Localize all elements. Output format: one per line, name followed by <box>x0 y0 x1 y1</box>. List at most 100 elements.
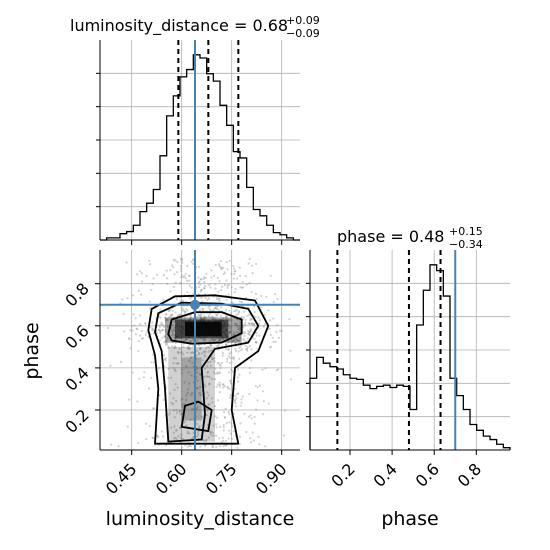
sample-point <box>246 314 249 317</box>
sample-point <box>258 443 261 446</box>
sample-point <box>180 259 183 262</box>
sample-point <box>236 368 240 371</box>
sample-point <box>176 386 179 389</box>
sample-point <box>204 317 207 320</box>
sample-point <box>148 300 151 303</box>
sample-point <box>184 444 187 447</box>
sample-point <box>196 435 199 438</box>
sample-point <box>251 272 254 275</box>
sample-point <box>202 439 205 442</box>
sample-point <box>217 290 220 293</box>
sample-point <box>228 309 231 312</box>
sample-point <box>150 288 153 291</box>
sample-point <box>230 319 233 322</box>
sample-point <box>218 437 221 440</box>
sample-point <box>229 356 232 360</box>
sample-point <box>178 313 181 316</box>
sample-point <box>217 399 220 402</box>
sample-point <box>169 290 172 293</box>
sample-point <box>249 330 252 333</box>
sample-point <box>158 329 161 332</box>
sample-point <box>205 438 208 441</box>
sample-point <box>203 316 206 319</box>
sample-point <box>233 338 236 341</box>
sample-point <box>160 430 163 433</box>
sample-point <box>226 386 230 389</box>
sample-point <box>172 258 175 262</box>
sample-point <box>208 312 211 315</box>
sample-point <box>243 412 246 415</box>
sample-point <box>204 439 207 442</box>
sample-point <box>208 346 211 349</box>
sample-point <box>151 436 155 439</box>
sample-point <box>199 373 202 376</box>
sample-point <box>186 391 189 395</box>
phase-title: phase = 0.48 <box>337 227 444 246</box>
sample-point <box>208 339 211 343</box>
sample-point <box>218 280 221 283</box>
sample-point <box>240 286 243 289</box>
sample-point <box>245 430 248 434</box>
sample-point <box>163 335 166 338</box>
sample-point <box>216 416 219 419</box>
sample-point <box>187 388 190 391</box>
y-tick-label: 0.6 <box>61 321 92 352</box>
sample-point <box>249 328 252 331</box>
sample-point <box>262 390 265 393</box>
sample-point <box>167 309 170 312</box>
sample-point <box>276 298 279 301</box>
sample-point <box>237 392 240 395</box>
sample-point <box>224 315 228 318</box>
sample-point <box>215 434 218 437</box>
sample-point <box>262 413 265 416</box>
sample-point <box>262 400 265 403</box>
sample-point <box>235 322 238 325</box>
sample-point <box>174 311 177 314</box>
sample-point <box>283 409 287 412</box>
sample-point <box>146 331 149 334</box>
sample-point <box>225 298 228 301</box>
sample-point <box>248 282 251 285</box>
sample-point <box>177 314 180 317</box>
sample-point <box>263 324 266 327</box>
sample-point <box>174 346 177 349</box>
sample-point <box>271 336 274 339</box>
sample-point <box>236 392 239 395</box>
sample-point <box>233 267 236 270</box>
sample-point <box>237 339 240 342</box>
sample-point <box>202 359 205 362</box>
sample-point <box>123 330 126 333</box>
sample-point <box>180 274 183 277</box>
sample-point <box>245 347 248 351</box>
sample-point <box>198 314 202 317</box>
sample-point <box>224 416 227 419</box>
sample-point <box>184 272 187 275</box>
sample-point <box>220 289 223 292</box>
sample-point <box>218 371 221 374</box>
sample-point <box>222 266 225 269</box>
sample-point <box>229 379 232 382</box>
sample-point <box>211 358 214 361</box>
sample-point <box>180 351 184 354</box>
sample-point <box>228 413 231 416</box>
sample-point <box>206 345 210 348</box>
sample-point <box>140 293 143 296</box>
sample-point <box>195 386 198 389</box>
sample-point <box>258 334 261 337</box>
sample-point <box>211 446 214 449</box>
sample-point <box>256 386 259 389</box>
sample-point <box>200 296 203 299</box>
sample-point <box>173 346 176 349</box>
sample-point <box>228 318 231 321</box>
sample-point <box>251 431 254 434</box>
sample-point <box>229 325 232 328</box>
sample-point <box>218 339 221 342</box>
sample-point <box>191 351 194 354</box>
sample-point <box>172 402 175 406</box>
sample-point <box>243 332 246 335</box>
sample-point <box>161 435 165 438</box>
sample-point <box>233 400 237 403</box>
truth-marker <box>190 299 200 310</box>
sample-point <box>240 300 244 304</box>
sample-point <box>181 405 184 408</box>
